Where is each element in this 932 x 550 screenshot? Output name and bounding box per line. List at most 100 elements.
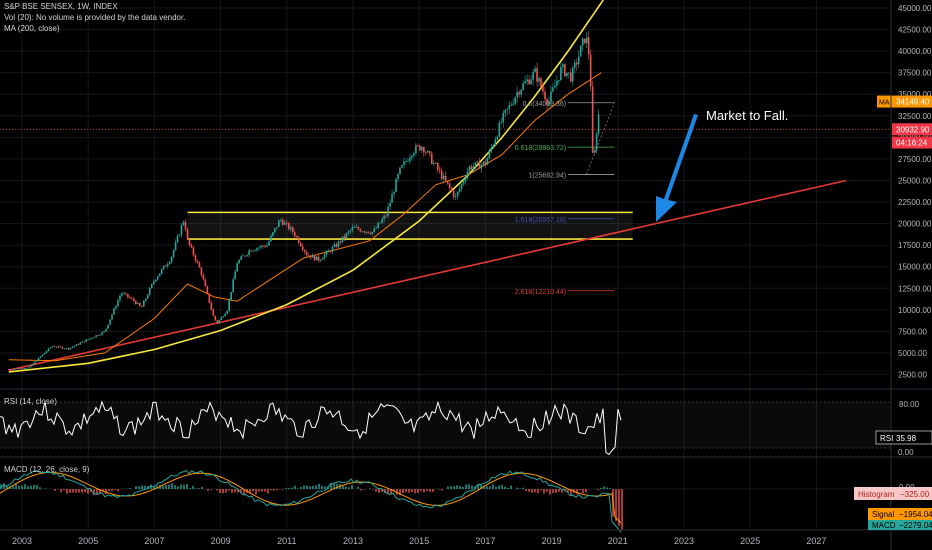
candle-body [307, 255, 310, 256]
candle-body [311, 255, 314, 258]
histogram-bar [414, 489, 416, 494]
histogram-bar [357, 486, 359, 489]
candle-body [427, 151, 429, 153]
rsi-pane[interactable] [0, 400, 890, 456]
macd-label: MACD [872, 521, 896, 530]
histogram-bar [171, 483, 173, 489]
candle-body [178, 234, 181, 236]
histogram-bar [321, 485, 323, 489]
price-badge-bg [892, 95, 932, 108]
candle-body [395, 179, 397, 193]
volume-legend[interactable]: Vol (20): No volume is provided by the d… [4, 13, 186, 22]
histogram-bar [255, 489, 257, 495]
candle-body [19, 368, 22, 370]
macd-pane[interactable] [0, 469, 890, 533]
candle-body [367, 231, 370, 234]
time-tick-label: 2005 [78, 536, 98, 546]
candle-body [329, 250, 332, 252]
histogram-bar [393, 489, 395, 492]
main-price-pane[interactable]: 0.5(34009.36) 0.618(28863.72) 1(25682.94) 1… [0, 0, 890, 373]
candle-body [349, 230, 352, 232]
candle-body [97, 335, 99, 337]
candle-body [317, 256, 320, 261]
candle-body [274, 228, 276, 233]
histogram-bar [30, 485, 32, 489]
candle-body [387, 206, 389, 216]
price-tick-label: 45000.00 [898, 4, 932, 13]
candle-body [101, 332, 103, 335]
candle-body [444, 175, 447, 181]
candle-body [313, 255, 316, 261]
candle-body [186, 229, 189, 240]
candle-body [242, 255, 244, 257]
candle-body [530, 79, 532, 85]
candle-body [202, 274, 205, 280]
candle-body [301, 246, 304, 250]
candle-body [528, 79, 530, 85]
histogram-bar [144, 485, 146, 489]
candle-body [278, 220, 280, 228]
histogram-bar [195, 488, 197, 489]
fib-level-label: 0.618(28863.72) [515, 145, 566, 152]
candle-body [25, 368, 28, 369]
histogram-bar [471, 485, 473, 489]
candle-body [49, 347, 52, 349]
histogram-bar [408, 489, 410, 493]
candle-body [61, 346, 64, 349]
histogram-badge: Histogram −325.00 [854, 487, 932, 500]
histogram-bar [516, 487, 518, 489]
histogram-bar [72, 489, 74, 493]
red-trendline [8, 179, 847, 371]
histogram-bar [429, 489, 431, 492]
price-tick-label: 25000.00 [898, 176, 932, 185]
histogram-bar [492, 484, 494, 489]
candle-body [536, 68, 538, 82]
candle-body [208, 293, 211, 303]
candle-body [542, 86, 544, 92]
candle-body [460, 183, 463, 189]
candle-body [466, 171, 469, 179]
macd-title: MACD (12, 26, close, 9) [4, 465, 90, 474]
histogram-bar [609, 488, 611, 489]
candle-body [23, 368, 26, 370]
price-tick-label: 17500.00 [898, 241, 932, 250]
histogram-bar [60, 489, 62, 493]
candle-body [297, 237, 300, 244]
histogram-bar [243, 489, 245, 495]
candle-body [550, 91, 552, 102]
candle-body [172, 250, 175, 257]
candle-body [554, 85, 556, 88]
histogram-bar [462, 486, 464, 489]
candle-body [341, 236, 344, 243]
candle-body [37, 357, 40, 361]
histogram-bar [222, 489, 224, 494]
ma-legend[interactable]: MA (200, close) [4, 24, 60, 33]
histogram-bar [621, 489, 623, 531]
candle-body [500, 122, 503, 123]
time-tick-label: 2003 [12, 536, 32, 546]
histogram-bar [135, 486, 137, 489]
candle-body [33, 361, 36, 364]
arrow-annotation[interactable] [656, 114, 698, 222]
candle-body [160, 269, 163, 274]
candlesticks[interactable] [7, 31, 600, 371]
histogram-bar [579, 489, 581, 491]
candle-body [282, 219, 284, 225]
candle-body [226, 311, 229, 314]
chart-symbol-title[interactable]: S&P BSE SENSEX, 1W, INDEX [4, 2, 118, 11]
time-tick-label: 2025 [740, 536, 760, 546]
histogram-bar [276, 489, 278, 491]
fib-trend-line [586, 102, 615, 175]
histogram-bar [303, 485, 305, 489]
candle-body [204, 279, 207, 287]
histogram-bar [12, 485, 14, 489]
candle-body [129, 297, 131, 298]
candle-body [516, 92, 518, 98]
price-badge-text: 30932.90 [896, 125, 930, 134]
support-zone[interactable] [187, 212, 633, 240]
histogram-bar [360, 489, 362, 491]
candle-body [359, 229, 362, 232]
candle-body [595, 133, 598, 151]
candle-body [15, 368, 18, 370]
